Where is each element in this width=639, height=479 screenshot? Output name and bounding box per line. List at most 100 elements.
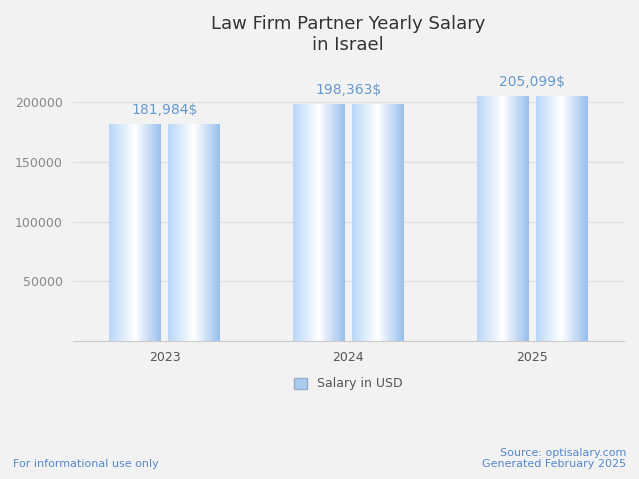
Bar: [395, 104, 396, 341]
Bar: [389, 104, 390, 341]
Bar: [481, 96, 482, 341]
Bar: [539, 96, 541, 341]
Bar: [330, 104, 331, 341]
Bar: [377, 104, 378, 341]
Bar: [567, 96, 568, 341]
Bar: [132, 124, 134, 341]
Bar: [327, 104, 328, 341]
Bar: [371, 104, 372, 341]
Bar: [183, 124, 185, 341]
Bar: [390, 104, 392, 341]
Bar: [123, 124, 124, 341]
Bar: [173, 124, 174, 341]
Bar: [563, 96, 564, 341]
Bar: [320, 104, 321, 341]
Bar: [569, 96, 570, 341]
Bar: [191, 124, 192, 341]
Bar: [186, 124, 187, 341]
Bar: [219, 124, 220, 341]
Text: For informational use only: For informational use only: [13, 459, 158, 469]
Bar: [552, 96, 553, 341]
Bar: [378, 104, 379, 341]
Bar: [559, 96, 560, 341]
Bar: [302, 104, 303, 341]
Bar: [176, 124, 177, 341]
Bar: [342, 104, 343, 341]
Bar: [390, 104, 391, 341]
Bar: [369, 104, 370, 341]
Bar: [388, 104, 389, 341]
Bar: [114, 124, 115, 341]
Bar: [320, 104, 321, 341]
Bar: [525, 96, 527, 341]
Bar: [561, 96, 562, 341]
Bar: [558, 96, 559, 341]
Bar: [544, 96, 545, 341]
Bar: [582, 96, 583, 341]
Bar: [551, 96, 552, 341]
Bar: [527, 96, 528, 341]
Bar: [373, 104, 374, 341]
Bar: [577, 96, 578, 341]
Bar: [580, 96, 581, 341]
Bar: [359, 104, 360, 341]
Bar: [515, 96, 516, 341]
Bar: [508, 96, 509, 341]
Bar: [157, 124, 158, 341]
Bar: [144, 124, 145, 341]
Bar: [384, 104, 385, 341]
Bar: [201, 124, 202, 341]
Bar: [177, 124, 178, 341]
Bar: [312, 104, 314, 341]
Bar: [133, 124, 134, 341]
Bar: [179, 124, 180, 341]
Bar: [293, 104, 294, 341]
Bar: [142, 124, 144, 341]
Bar: [321, 104, 322, 341]
Bar: [169, 124, 171, 341]
Bar: [496, 96, 497, 341]
Bar: [479, 96, 481, 341]
Bar: [498, 96, 499, 341]
Bar: [197, 124, 198, 341]
Bar: [519, 96, 520, 341]
Bar: [139, 124, 141, 341]
Bar: [326, 104, 327, 341]
Bar: [322, 104, 323, 341]
Bar: [355, 104, 356, 341]
Bar: [127, 124, 128, 341]
Bar: [190, 124, 192, 341]
Bar: [340, 104, 341, 341]
Bar: [370, 104, 371, 341]
Bar: [353, 104, 354, 341]
Bar: [298, 104, 299, 341]
Bar: [149, 124, 150, 341]
Bar: [296, 104, 297, 341]
Bar: [482, 96, 484, 341]
Bar: [112, 124, 113, 341]
Bar: [146, 124, 147, 341]
Bar: [512, 96, 513, 341]
Bar: [392, 104, 393, 341]
Bar: [325, 104, 326, 341]
Bar: [391, 104, 392, 341]
Bar: [211, 124, 212, 341]
Bar: [170, 124, 171, 341]
Bar: [213, 124, 214, 341]
Bar: [145, 124, 146, 341]
Bar: [216, 124, 217, 341]
Bar: [150, 124, 151, 341]
Bar: [585, 96, 587, 341]
Bar: [583, 96, 584, 341]
Bar: [192, 124, 193, 341]
Bar: [168, 124, 169, 341]
Bar: [517, 96, 518, 341]
Bar: [334, 104, 335, 341]
Bar: [549, 96, 550, 341]
Bar: [360, 104, 361, 341]
Bar: [185, 124, 187, 341]
Bar: [118, 124, 119, 341]
Bar: [480, 96, 481, 341]
Bar: [295, 104, 296, 341]
Bar: [159, 124, 160, 341]
